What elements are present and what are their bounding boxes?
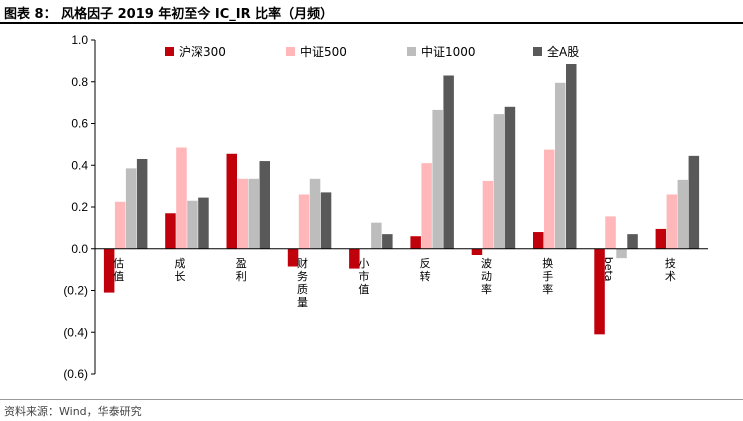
- category-label-char: 值: [358, 283, 369, 296]
- y-tick-label: (0.2): [63, 284, 88, 298]
- category-label-char: 小: [358, 257, 369, 270]
- bar: [605, 216, 616, 249]
- bar: [125, 168, 137, 249]
- bar: [688, 155, 700, 249]
- category-label: 小市值: [358, 257, 369, 296]
- y-tick-label: (0.4): [63, 325, 88, 339]
- bar: [187, 200, 198, 249]
- legend-swatch: [533, 47, 542, 56]
- bar: [371, 222, 382, 249]
- category-label-char: 务: [297, 270, 308, 283]
- category-label-char: 长: [174, 270, 185, 283]
- category-label-char: 手: [542, 269, 553, 283]
- legend-swatch: [407, 47, 416, 56]
- bar: [533, 232, 544, 249]
- bar: [677, 179, 689, 249]
- bar: [309, 178, 321, 249]
- bar: [627, 234, 638, 249]
- category-label-char: 利: [236, 270, 247, 283]
- bar: [320, 192, 332, 249]
- bar: [555, 82, 566, 249]
- category-label: 盈利: [236, 257, 247, 283]
- legend-label: 中证1000: [421, 44, 476, 59]
- bar: [421, 163, 432, 249]
- category-label-char: 波: [481, 257, 492, 270]
- category-label-char: 市: [358, 269, 369, 283]
- bar: [616, 248, 627, 259]
- bar: [259, 161, 270, 249]
- bar: [566, 64, 577, 249]
- bar: [594, 248, 605, 335]
- title-rule: [0, 22, 743, 24]
- category-label-char: 技: [665, 257, 676, 270]
- footer-rule: [0, 399, 743, 400]
- bar: [298, 194, 310, 249]
- bar: [349, 248, 360, 269]
- y-axis: (0.6) (0.4) (0.2) 0.0 0.2 0.4 0.6 0.8 1.0: [63, 33, 96, 381]
- category-label: 技术: [665, 257, 676, 283]
- bar: [482, 180, 494, 249]
- bar: [176, 147, 187, 249]
- y-tick-label: 1.0: [71, 33, 88, 47]
- category-label: 成长: [174, 257, 185, 283]
- bar: [443, 75, 454, 249]
- bar: [165, 213, 176, 249]
- bar: [504, 106, 516, 249]
- y-tick-label: 0.4: [71, 158, 88, 172]
- legend-label: 沪深300: [179, 45, 226, 59]
- bar: [226, 153, 237, 249]
- y-tick-label: 0.2: [71, 200, 88, 214]
- bar: [432, 109, 443, 249]
- category-label-char: 盈: [236, 257, 247, 270]
- category-label: 财务质量: [297, 256, 308, 309]
- bar: [410, 236, 421, 249]
- category-label-char: 反: [420, 257, 431, 270]
- y-tick-label: 0.8: [71, 75, 88, 89]
- bars-group: [103, 64, 700, 335]
- source-note: 资料来源：Wind，华泰研究: [4, 405, 142, 418]
- category-label-char: 值: [113, 270, 124, 283]
- bar-chart: (0.6)(0.4)(0.2)0.00.20.40.60.81.0 估值成长盈利…: [63, 33, 708, 381]
- chart-title: 图表 8： 风格因子 2019 年初至今 IC_IR 比率（月频）: [4, 7, 334, 22]
- category-label: 波动率: [481, 257, 492, 296]
- bar: [136, 158, 148, 249]
- y-tick-label: 0.6: [71, 117, 88, 131]
- category-label: beta: [602, 257, 615, 282]
- category-label-char: 质: [297, 283, 308, 296]
- category-label-char: 率: [481, 282, 492, 296]
- bar: [544, 149, 555, 249]
- category-label: 反转: [420, 257, 431, 283]
- bar: [382, 234, 393, 249]
- bar: [655, 228, 667, 249]
- bar: [103, 248, 115, 293]
- legend-swatch: [165, 47, 174, 56]
- y-tick-label: 0.0: [71, 242, 88, 256]
- legend-swatch: [286, 47, 295, 56]
- category-label-char: 换: [542, 256, 553, 270]
- category-label-char: 动: [481, 270, 492, 283]
- bar: [471, 248, 483, 256]
- legend-label: 中证500: [300, 44, 347, 59]
- category-label-char: 量: [297, 296, 308, 309]
- bar: [198, 197, 209, 249]
- bar: [237, 178, 248, 249]
- category-label: 换手率: [542, 256, 553, 296]
- bar: [493, 114, 505, 249]
- bar: [287, 248, 299, 267]
- legend: 沪深300 中证500 中证1000 全A股: [165, 44, 579, 59]
- category-label-char: 术: [665, 270, 676, 283]
- legend-label: 全A股: [547, 44, 579, 59]
- category-label-char: 转: [420, 269, 431, 283]
- category-label-char: 财: [297, 256, 308, 270]
- bar: [114, 201, 126, 249]
- category-label-char: 率: [542, 282, 553, 296]
- category-label: 估值: [113, 257, 124, 283]
- y-tick-label: (0.6): [63, 367, 88, 381]
- category-label-char: 成: [174, 257, 185, 270]
- bar: [248, 178, 259, 249]
- bar: [666, 194, 678, 249]
- category-label-char: 估: [113, 257, 124, 270]
